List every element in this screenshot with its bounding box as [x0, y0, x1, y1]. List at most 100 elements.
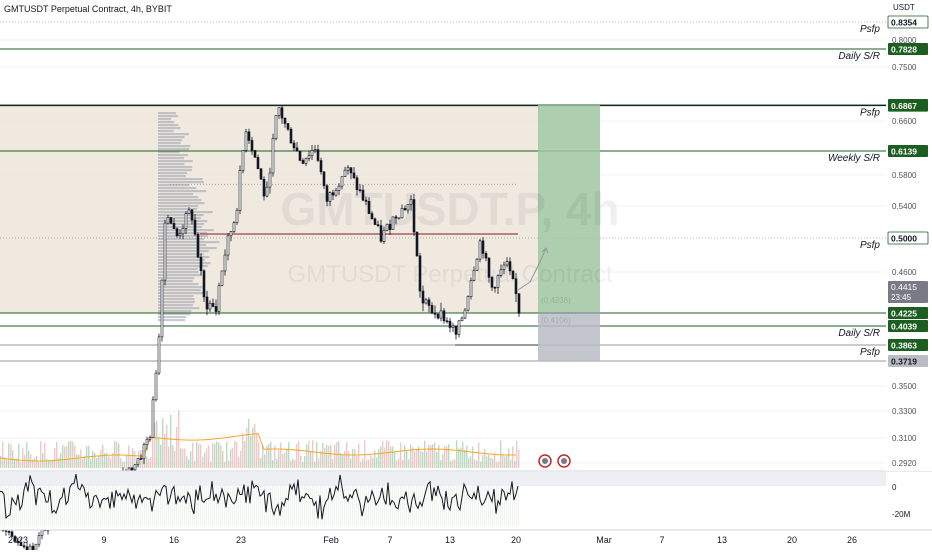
candle-body [142, 444, 146, 459]
volume-bar [18, 444, 20, 468]
osc-hist [280, 486, 281, 526]
volume-bar [36, 456, 38, 468]
osc-hist [108, 486, 109, 526]
volume-bar [270, 441, 272, 468]
candle-body [340, 176, 344, 187]
osc-hist [62, 486, 63, 526]
candle-body [430, 305, 434, 314]
volume-bar [298, 441, 300, 468]
osc-hist [312, 486, 313, 526]
osc-hist [268, 486, 269, 526]
candle-body [232, 222, 236, 232]
volume-bar [418, 446, 420, 468]
volume-bar [494, 452, 496, 468]
vp-bar [158, 262, 211, 265]
vp-bar [158, 151, 180, 154]
candle-body [496, 275, 500, 288]
price-badge-bg-5 [887, 231, 929, 245]
osc-hist [378, 486, 379, 526]
volume-bar [310, 451, 312, 468]
volume-bar [76, 454, 78, 468]
candle-body [325, 185, 329, 202]
volume-bar [444, 445, 446, 468]
volume-bar [208, 445, 210, 468]
volume-bar [450, 461, 452, 468]
volume-bar [306, 444, 308, 468]
candle-body [241, 150, 245, 171]
osc-hist [126, 486, 127, 526]
candle-body [388, 223, 392, 230]
osc-hist [358, 486, 359, 526]
osc-hist [196, 486, 197, 526]
osc-hist [438, 486, 439, 526]
volume-bar [414, 451, 416, 468]
osc-hist [284, 486, 285, 526]
osc-hist [314, 486, 315, 526]
vp-bar [158, 187, 197, 190]
volume-bar [264, 454, 266, 468]
candle-body [34, 543, 38, 551]
candle-body [427, 299, 431, 306]
osc-hist [208, 486, 209, 526]
volume-bar [272, 459, 274, 468]
volume-bar [304, 455, 306, 468]
vp-bar [158, 220, 208, 223]
volume-bar [464, 449, 466, 468]
watermark-name: GMTUSDT Perpetual Contract [288, 261, 613, 288]
osc-tick-1: -20M [892, 510, 911, 519]
volume-bar [200, 444, 202, 468]
candle-body [502, 264, 506, 270]
osc-hist [192, 486, 193, 526]
volume-bar [90, 459, 92, 468]
osc-hist [26, 486, 27, 526]
osc-hist [242, 486, 243, 526]
price-badge-bg-8 [888, 339, 928, 351]
vp-bar [158, 292, 206, 295]
osc-hist [8, 486, 9, 526]
vp-bar [158, 298, 195, 301]
volume-bar [408, 459, 410, 468]
volume-bar [148, 458, 150, 468]
level-label-8: Psfp [860, 347, 880, 358]
osc-hist [376, 486, 377, 526]
candle-body [448, 320, 452, 328]
event-icon-dot-0 [542, 458, 548, 464]
price-badge-6: 0.4225 [891, 309, 917, 319]
candle-body [442, 310, 446, 322]
volume-bar [442, 454, 444, 468]
volume-bar [150, 457, 152, 468]
osc-hist [44, 486, 45, 526]
vp-bar [158, 319, 186, 322]
osc-hist [454, 486, 455, 526]
candle-body [283, 117, 287, 124]
osc-hist [318, 486, 319, 526]
volume-bar [132, 448, 134, 468]
volume-bar [170, 414, 172, 468]
vp-bar [158, 286, 203, 289]
osc-hist [6, 486, 7, 526]
vp-bar [158, 271, 199, 274]
volume-bar [190, 451, 192, 468]
candle-body [517, 293, 521, 314]
osc-hist [310, 486, 311, 526]
candle-body [499, 269, 503, 276]
osc-hist [432, 486, 433, 526]
price-badge-7: 0.4039 [891, 322, 917, 332]
volume-bar [514, 460, 516, 468]
osc-hist [386, 486, 387, 526]
candle-body [166, 217, 170, 224]
osc-hist [372, 486, 373, 526]
osc-hist [486, 486, 487, 526]
volume-bar [324, 448, 326, 468]
candle-body [268, 172, 272, 188]
osc-hist [104, 486, 105, 526]
osc-hist [38, 486, 39, 526]
osc-hist [220, 486, 221, 526]
volume-bar [236, 442, 238, 468]
osc-hist [34, 486, 35, 526]
osc-hist [410, 486, 411, 526]
candle-body [343, 169, 347, 177]
volume-bar [440, 460, 442, 468]
